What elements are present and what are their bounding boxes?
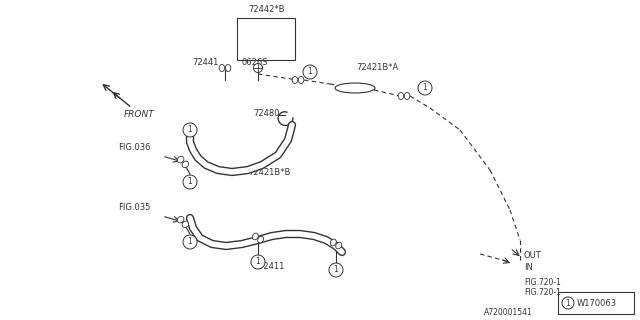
Circle shape	[418, 81, 432, 95]
Text: 1: 1	[255, 258, 260, 267]
Ellipse shape	[252, 233, 259, 240]
Ellipse shape	[404, 92, 410, 100]
Text: 1: 1	[333, 266, 339, 275]
Ellipse shape	[182, 161, 189, 168]
Circle shape	[183, 235, 197, 249]
Ellipse shape	[225, 65, 231, 71]
Text: A720001541: A720001541	[484, 308, 532, 317]
Text: FIG.720-1: FIG.720-1	[524, 288, 561, 297]
Text: 72421B*A: 72421B*A	[356, 63, 398, 72]
Text: IN: IN	[524, 263, 533, 273]
Ellipse shape	[330, 239, 336, 246]
Text: 1: 1	[422, 84, 428, 92]
Text: 1: 1	[566, 299, 570, 308]
Circle shape	[562, 297, 574, 309]
Text: 72421B*B: 72421B*B	[248, 168, 291, 177]
Text: W170063: W170063	[577, 299, 617, 308]
Circle shape	[253, 63, 262, 73]
Text: 72441: 72441	[192, 58, 218, 67]
Bar	[237, 18, 295, 60]
Ellipse shape	[182, 221, 189, 228]
Text: 72442*B: 72442*B	[248, 5, 285, 14]
Circle shape	[329, 263, 343, 277]
Circle shape	[183, 123, 197, 137]
Ellipse shape	[258, 236, 264, 243]
Bar	[558, 292, 634, 314]
Circle shape	[303, 65, 317, 79]
Text: 0626S: 0626S	[242, 58, 269, 67]
Text: OUT: OUT	[524, 251, 541, 260]
Text: 1: 1	[188, 237, 193, 246]
Text: FRONT: FRONT	[124, 110, 155, 119]
Ellipse shape	[292, 76, 298, 84]
Circle shape	[183, 175, 197, 189]
Ellipse shape	[398, 92, 404, 100]
Ellipse shape	[177, 216, 184, 223]
Text: FIG.036: FIG.036	[118, 143, 150, 153]
Text: 1: 1	[308, 68, 312, 76]
Ellipse shape	[298, 76, 304, 84]
Ellipse shape	[219, 65, 225, 71]
Ellipse shape	[335, 83, 375, 93]
Text: 72411: 72411	[258, 262, 284, 271]
Text: FIG.720-1: FIG.720-1	[524, 278, 561, 287]
Circle shape	[251, 255, 265, 269]
Text: FIG.035: FIG.035	[118, 204, 150, 212]
Text: 1: 1	[188, 178, 193, 187]
Ellipse shape	[336, 242, 342, 249]
Ellipse shape	[177, 156, 184, 163]
Text: 1: 1	[188, 125, 193, 134]
Text: 72480: 72480	[253, 108, 280, 117]
